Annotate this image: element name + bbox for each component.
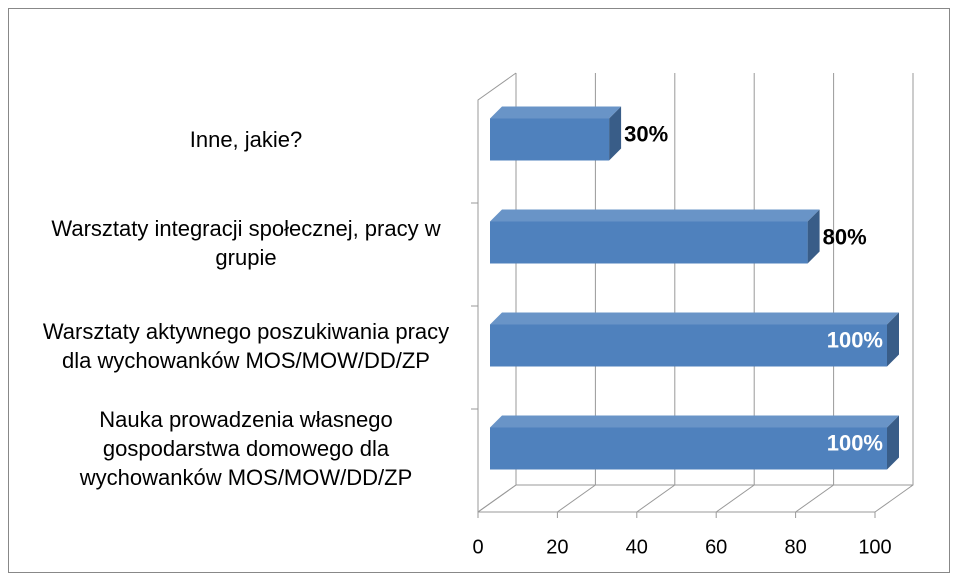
value-label: 100% bbox=[827, 430, 883, 455]
x-tick-label: 60 bbox=[705, 536, 727, 558]
value-label: 30% bbox=[624, 121, 668, 146]
bar-side bbox=[887, 312, 899, 367]
bar-top bbox=[490, 312, 899, 325]
category-label: Warsztaty aktywnego poszukiwania pracy d… bbox=[42, 318, 450, 373]
bar bbox=[490, 221, 808, 264]
x-tick-label: 40 bbox=[626, 536, 648, 558]
bar-top bbox=[490, 209, 820, 222]
bar-side bbox=[609, 106, 622, 161]
bar-side bbox=[807, 209, 820, 264]
category-label: Warsztaty integracji społecznej, pracy w… bbox=[51, 215, 441, 270]
bar bbox=[490, 118, 610, 161]
x-tick-label: 100 bbox=[858, 536, 891, 558]
bar bbox=[490, 324, 887, 367]
value-label: 100% bbox=[827, 327, 883, 352]
chart-border bbox=[8, 8, 950, 573]
x-tick-label: 80 bbox=[784, 536, 806, 558]
x-tick-label: 0 bbox=[472, 536, 483, 558]
category-label: Inne, jakie? bbox=[189, 127, 303, 152]
bar bbox=[490, 427, 887, 470]
value-label: 80% bbox=[823, 224, 867, 249]
bar-side bbox=[887, 415, 899, 470]
grid-line bbox=[795, 73, 835, 513]
category-label: Nauka prowadzenia własnego gospodarstwa … bbox=[79, 407, 413, 490]
x-tick-label: 20 bbox=[546, 536, 568, 558]
grid-line bbox=[874, 73, 914, 513]
left-wall bbox=[477, 72, 517, 512]
bar-top bbox=[490, 106, 622, 119]
bar-top bbox=[490, 415, 899, 428]
